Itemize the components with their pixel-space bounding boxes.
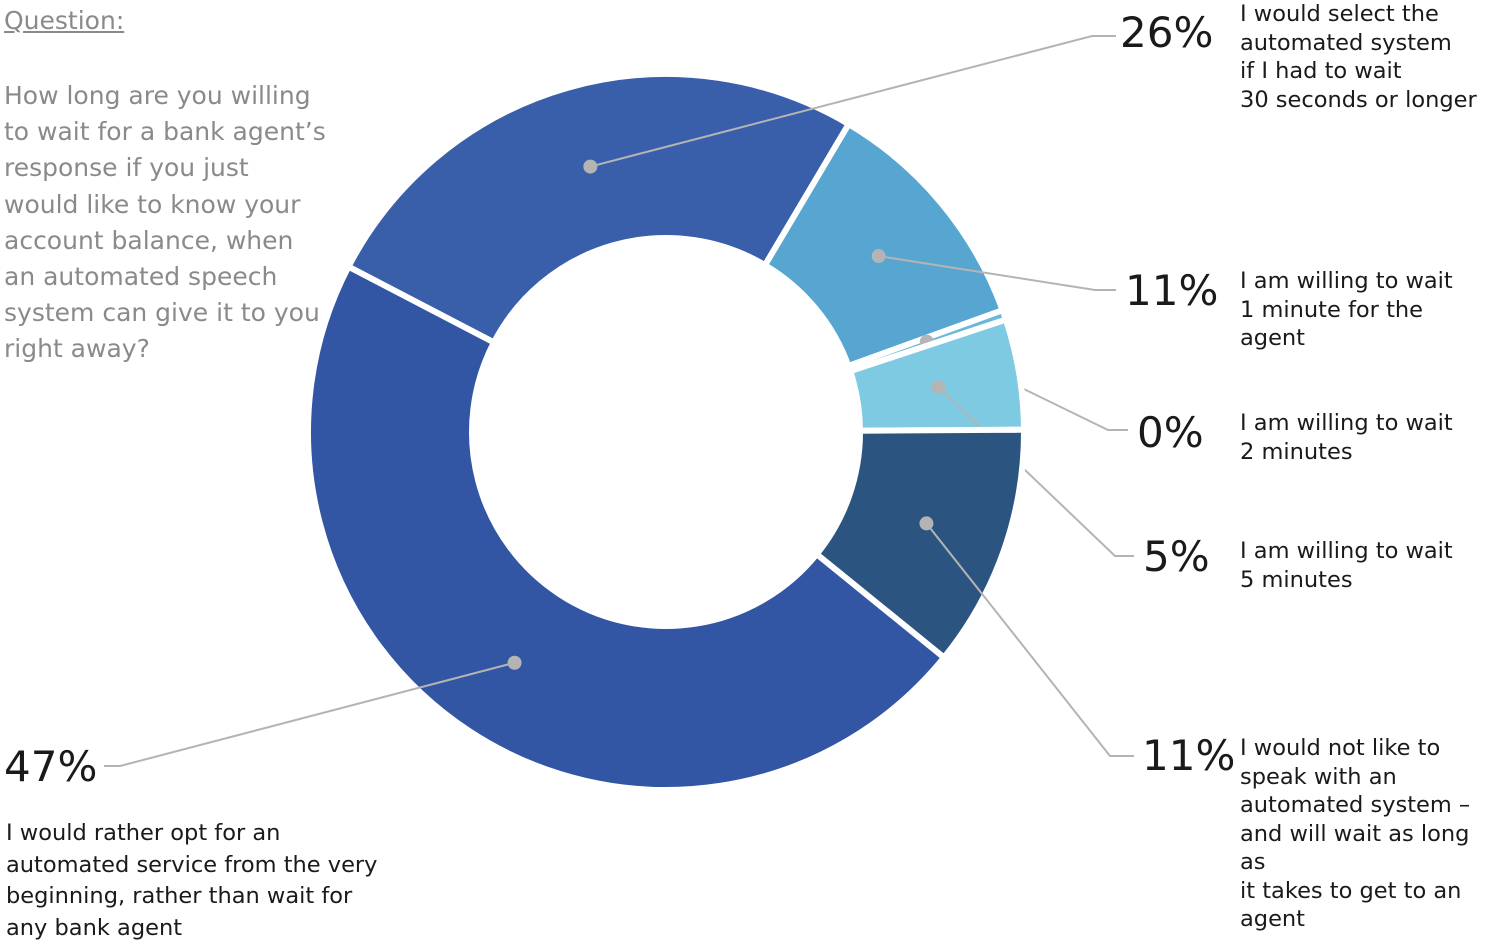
donut-slice-5 <box>305 262 949 793</box>
donut-slice-0 <box>344 71 853 347</box>
question-heading: Question: <box>4 6 125 35</box>
slice-3-label: I am willing to wait 5 minutes <box>1240 538 1453 593</box>
leader-dot-3 <box>931 380 946 395</box>
slice-0-label: I would select the automated system if I… <box>1240 1 1477 113</box>
leader-dot-1 <box>871 249 886 264</box>
leader-dot-5 <box>507 655 522 670</box>
slice-4-percent: 11% <box>1142 731 1236 780</box>
leader-line-1 <box>878 255 1116 291</box>
question-text: How long are you willing to wait for a b… <box>4 81 326 364</box>
leader-line-4 <box>925 522 1134 757</box>
slice-0-percent: 26% <box>1120 8 1214 57</box>
slice-5-label: I would rather opt for an automated serv… <box>6 820 378 941</box>
slice-3-percent: 5% <box>1143 532 1210 581</box>
slice-5-percent: 47% <box>4 742 98 791</box>
leader-line-5 <box>104 661 515 767</box>
slice-2-percent: 0% <box>1137 408 1204 457</box>
leader-line-0 <box>590 35 1116 168</box>
leader-dot-0 <box>583 159 598 174</box>
slice-1-label: I am willing to wait 1 minute for the ag… <box>1240 268 1453 351</box>
leader-dot-4 <box>919 516 934 531</box>
slice-4-label: I would not like to speak with an automa… <box>1240 735 1471 932</box>
slice-2-label: I am willing to wait 2 minutes <box>1240 410 1453 465</box>
slice-1-percent: 11% <box>1125 266 1219 315</box>
